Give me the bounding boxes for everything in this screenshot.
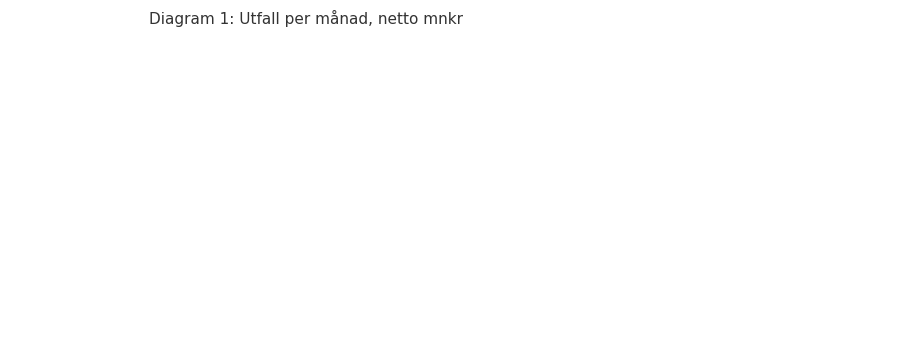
Text: 15: 15 — [382, 113, 395, 123]
Text: 7%: 7% — [870, 127, 887, 137]
Text: 18: 18 — [544, 79, 556, 89]
Text: 13: 13 — [146, 135, 158, 145]
Text: BUDGET: BUDGET — [601, 251, 645, 261]
Text: 8: 8 — [880, 102, 887, 113]
Text: 121: 121 — [868, 54, 887, 64]
Text: Diagram 1: Utfall per månad, netto mnkr: Diagram 1: Utfall per månad, netto mnkr — [148, 10, 463, 27]
Text: skillnad +/-: skillnad +/- — [601, 324, 660, 334]
Legend: Utfall ack förra året, Utfall ack: Utfall ack förra året, Utfall ack — [193, 16, 436, 35]
Text: budget innev år: budget innev år — [601, 299, 684, 311]
Bar — [100, 148, 116, 294]
Text: skillnad +/- i %: skillnad +/- i % — [601, 213, 680, 223]
Text: helår föreg år: helår föreg år — [601, 165, 672, 176]
Text: 13: 13 — [456, 135, 467, 145]
Text: 179: 179 — [868, 299, 887, 310]
Text: 15: 15 — [250, 113, 263, 123]
Text: tom  september föreg år: tom september föreg år — [601, 54, 729, 66]
Bar — [498, 148, 513, 294]
Bar — [248, 125, 263, 294]
Bar — [116, 148, 131, 294]
Text: 4 %: 4 % — [868, 213, 887, 223]
Text: 12: 12 — [874, 324, 887, 334]
Text: 15: 15 — [235, 113, 247, 123]
Text: Skillnad +/-: Skillnad +/- — [601, 102, 662, 113]
Bar — [233, 125, 248, 294]
Text: 167: 167 — [868, 165, 887, 174]
Bar — [381, 125, 396, 294]
Text: 12: 12 — [58, 147, 70, 156]
Bar — [204, 136, 219, 294]
Text: 14: 14 — [515, 124, 528, 134]
Text: UTFALL: UTFALL — [601, 29, 638, 40]
Text: 13: 13 — [367, 135, 379, 145]
Bar — [56, 159, 72, 294]
Bar — [542, 91, 557, 294]
Text: 14: 14 — [427, 124, 439, 134]
Text: 14: 14 — [73, 124, 85, 134]
Text: 13: 13 — [412, 135, 423, 145]
Bar — [425, 136, 441, 294]
Text: 13: 13 — [338, 135, 351, 145]
Bar — [410, 148, 425, 294]
Bar — [145, 148, 160, 294]
Bar — [160, 125, 175, 294]
Text: 13: 13 — [500, 135, 512, 145]
Bar — [72, 136, 87, 294]
Bar — [189, 148, 204, 294]
Text: budget föreg år: budget föreg år — [601, 275, 682, 287]
Text: 130: 130 — [868, 78, 887, 88]
Bar — [337, 148, 352, 294]
Text: tom  september innev år: tom september innev år — [601, 78, 730, 90]
Text: 173: 173 — [868, 189, 887, 199]
Text: 13: 13 — [102, 135, 114, 145]
Bar — [292, 114, 308, 294]
Bar — [454, 148, 469, 294]
Text: 14: 14 — [323, 124, 335, 134]
Text: 15: 15 — [162, 113, 174, 123]
Text: 16: 16 — [279, 101, 291, 112]
Text: 13: 13 — [191, 135, 202, 145]
Text: Skillnad +/- i %: Skillnad +/- i % — [601, 127, 681, 137]
Text: rak prognos i år: rak prognos i år — [601, 189, 683, 201]
Bar — [277, 114, 292, 294]
Bar — [513, 136, 530, 294]
Text: 16: 16 — [294, 101, 307, 112]
Bar — [321, 136, 337, 294]
Text: 168: 168 — [868, 275, 887, 285]
Bar — [366, 148, 381, 294]
Text: 14: 14 — [206, 124, 218, 134]
Text: 13: 13 — [117, 135, 129, 145]
